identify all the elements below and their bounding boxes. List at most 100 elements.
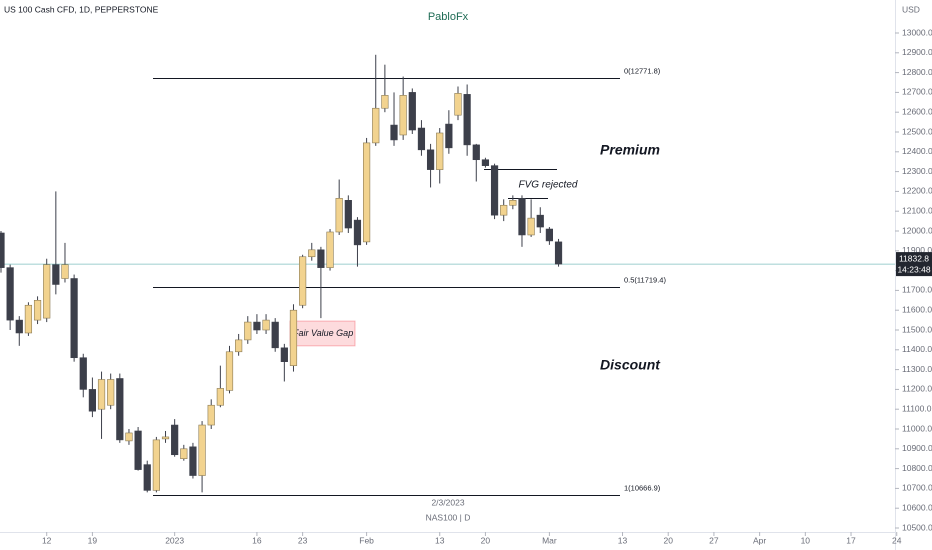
candle-body — [180, 448, 188, 459]
y-tick-label: 12700.0 — [902, 87, 932, 97]
y-tick-label: 10600.0 — [902, 502, 932, 512]
x-tick-label: Feb — [359, 535, 374, 545]
last-price-box — [896, 252, 932, 277]
candle-body — [24, 304, 33, 334]
x-tick-label: 10 — [801, 535, 811, 545]
candle-body — [79, 357, 87, 390]
candle-body — [436, 132, 444, 170]
candle-body — [289, 309, 298, 366]
candle-body — [143, 464, 151, 491]
y-tick-label: 12400.0 — [902, 146, 932, 156]
candle-body — [426, 149, 435, 170]
y-tick-label: 11600.0 — [902, 304, 932, 314]
candle-body — [216, 388, 224, 406]
date-caption: 2/3/2023 — [431, 497, 464, 507]
candle-body — [454, 93, 462, 116]
candle-body — [362, 142, 371, 243]
candle-body — [171, 424, 179, 456]
y-tick-label: 12800.0 — [902, 67, 932, 77]
x-tick-label: 13 — [618, 535, 628, 545]
y-tick-label: 11000.0 — [902, 423, 932, 433]
candle-body — [518, 198, 526, 236]
x-tick-label: 23 — [298, 535, 308, 545]
last-price-label: 11832.8 — [899, 253, 929, 263]
x-tick-label: Mar — [542, 535, 557, 545]
candle-body — [0, 232, 5, 268]
candle-body — [52, 264, 60, 285]
fib-label: 0(12771.8) — [624, 66, 661, 75]
candle-body — [554, 241, 563, 265]
x-tick-label: 20 — [481, 535, 491, 545]
fvg-label: Fair Value Gap — [293, 328, 353, 338]
zone-label: Discount — [600, 357, 661, 373]
y-tick-label: 12900.0 — [902, 47, 932, 57]
fvg-zone — [289, 320, 356, 347]
candle-body — [198, 424, 206, 476]
candle-body — [500, 204, 508, 216]
y-tick-label: 12300.0 — [902, 166, 932, 176]
candle-body — [390, 124, 398, 141]
fib-label: 0.5(11719.4) — [624, 275, 666, 284]
candle-body — [381, 95, 389, 109]
candle-body — [463, 94, 471, 146]
candle-body — [15, 319, 23, 334]
candle-body — [134, 430, 142, 470]
y-tick-label: 11400.0 — [902, 344, 932, 354]
y-tick-label: 12200.0 — [902, 186, 932, 196]
candle-body — [536, 214, 544, 228]
x-tick-label: 17 — [846, 535, 856, 545]
x-tick-label: 20 — [663, 535, 673, 545]
candle-body — [344, 200, 352, 229]
y-tick-label: 12500.0 — [902, 126, 932, 136]
candle-body — [107, 379, 115, 406]
candle-body — [253, 321, 261, 331]
candle-body — [225, 351, 234, 391]
y-tick-label: 11500.0 — [902, 324, 932, 334]
countdown: 14:23:48 — [897, 264, 930, 274]
y-tick-label: 12100.0 — [902, 205, 932, 215]
y-tick-label: 11200.0 — [902, 384, 932, 394]
candle-body — [335, 198, 343, 233]
candle-body — [399, 95, 407, 136]
candle-body — [509, 200, 517, 206]
candle-body — [6, 267, 14, 321]
candle-body — [43, 264, 51, 319]
x-tick-label: 16 — [252, 535, 262, 545]
zone-label: Premium — [600, 142, 660, 158]
y-tick-label: 10800.0 — [902, 463, 932, 473]
y-tick-label: 12000.0 — [902, 225, 932, 235]
candle-body — [116, 378, 124, 441]
candle-body — [317, 249, 325, 268]
candle-body — [326, 231, 334, 268]
y-tick-label: 10900.0 — [902, 443, 932, 453]
x-tick-label: Apr — [753, 535, 766, 545]
candle-body — [481, 159, 490, 166]
candle-body — [207, 404, 215, 426]
x-tick-label: 24 — [892, 535, 902, 545]
candle-body — [61, 264, 69, 279]
candle-body — [97, 379, 106, 410]
candle-body — [353, 219, 362, 246]
candle-body — [445, 123, 453, 149]
y-tick-label: 11100.0 — [902, 403, 932, 413]
y-tick-label: 13000.0 — [902, 27, 932, 37]
candle-body — [417, 127, 426, 151]
y-tick-label: 11700.0 — [902, 285, 932, 295]
chart-title: US 100 Cash CFD, 1D, PEPPERSTONE — [4, 4, 159, 14]
fib-label: 1(10666.9) — [624, 483, 661, 492]
candle-body — [33, 299, 42, 321]
candle-body — [472, 144, 480, 161]
y-tick-label: 11300.0 — [902, 364, 932, 374]
currency: USD — [902, 4, 920, 14]
candle-body — [308, 249, 316, 258]
candle-body — [70, 278, 78, 359]
candle-body — [527, 217, 535, 236]
candle-body — [235, 339, 243, 353]
x-tick-label: 19 — [88, 535, 98, 545]
candle-body — [189, 446, 197, 476]
x-tick-label: 2023 — [165, 535, 184, 545]
author: PabloFx — [428, 11, 469, 23]
y-tick-label: 11900.0 — [902, 245, 932, 255]
candle-body — [545, 228, 553, 242]
